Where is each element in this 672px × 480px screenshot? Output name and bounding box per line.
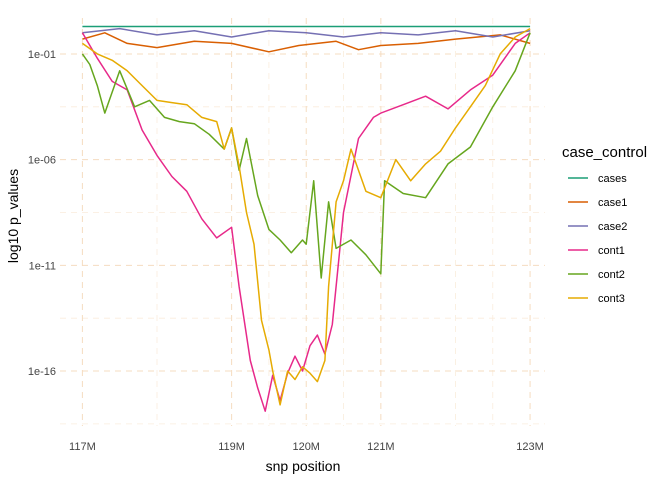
legend-label-case1: case1: [598, 197, 627, 209]
y-tick-label: 1e-01: [28, 49, 56, 61]
legend: case_control cases case1 case2 cont1 cont2 co…: [562, 144, 647, 305]
y-axis-tick-labels: 1e-01 1e-06 1e-11 1e-16: [28, 49, 56, 378]
legend-label-cont1: cont1: [598, 245, 625, 257]
x-tick-label: 123M: [516, 441, 544, 453]
x-axis-title: snp position: [266, 458, 341, 474]
y-tick-label: 1e-16: [28, 366, 56, 378]
series-line-cont3: [81, 27, 531, 406]
series-line-case2: [82, 27, 531, 38]
legend-label-case2: case2: [598, 221, 627, 233]
grid-layer: [60, 18, 545, 426]
x-tick-label: 119M: [218, 441, 245, 453]
x-tick-label: 120M: [292, 441, 320, 453]
x-tick-label: 117M: [69, 441, 96, 453]
series-layer: [81, 25, 531, 412]
legend-title: case_control: [562, 144, 647, 161]
legend-label-cont3: cont3: [598, 293, 625, 305]
y-axis-title: log10 p_values: [5, 169, 21, 263]
legend-label-cont2: cont2: [598, 269, 625, 281]
legend-label-cases: cases: [598, 173, 627, 185]
series-line-case1: [82, 32, 531, 53]
x-axis-tick-labels: 117M 119M 120M 121M 123M: [69, 441, 544, 453]
series-line-cont2: [81, 32, 531, 279]
y-tick-label: 1e-11: [29, 260, 56, 272]
x-tick-label: 121M: [367, 441, 395, 453]
y-tick-label: 1e-06: [28, 155, 56, 167]
